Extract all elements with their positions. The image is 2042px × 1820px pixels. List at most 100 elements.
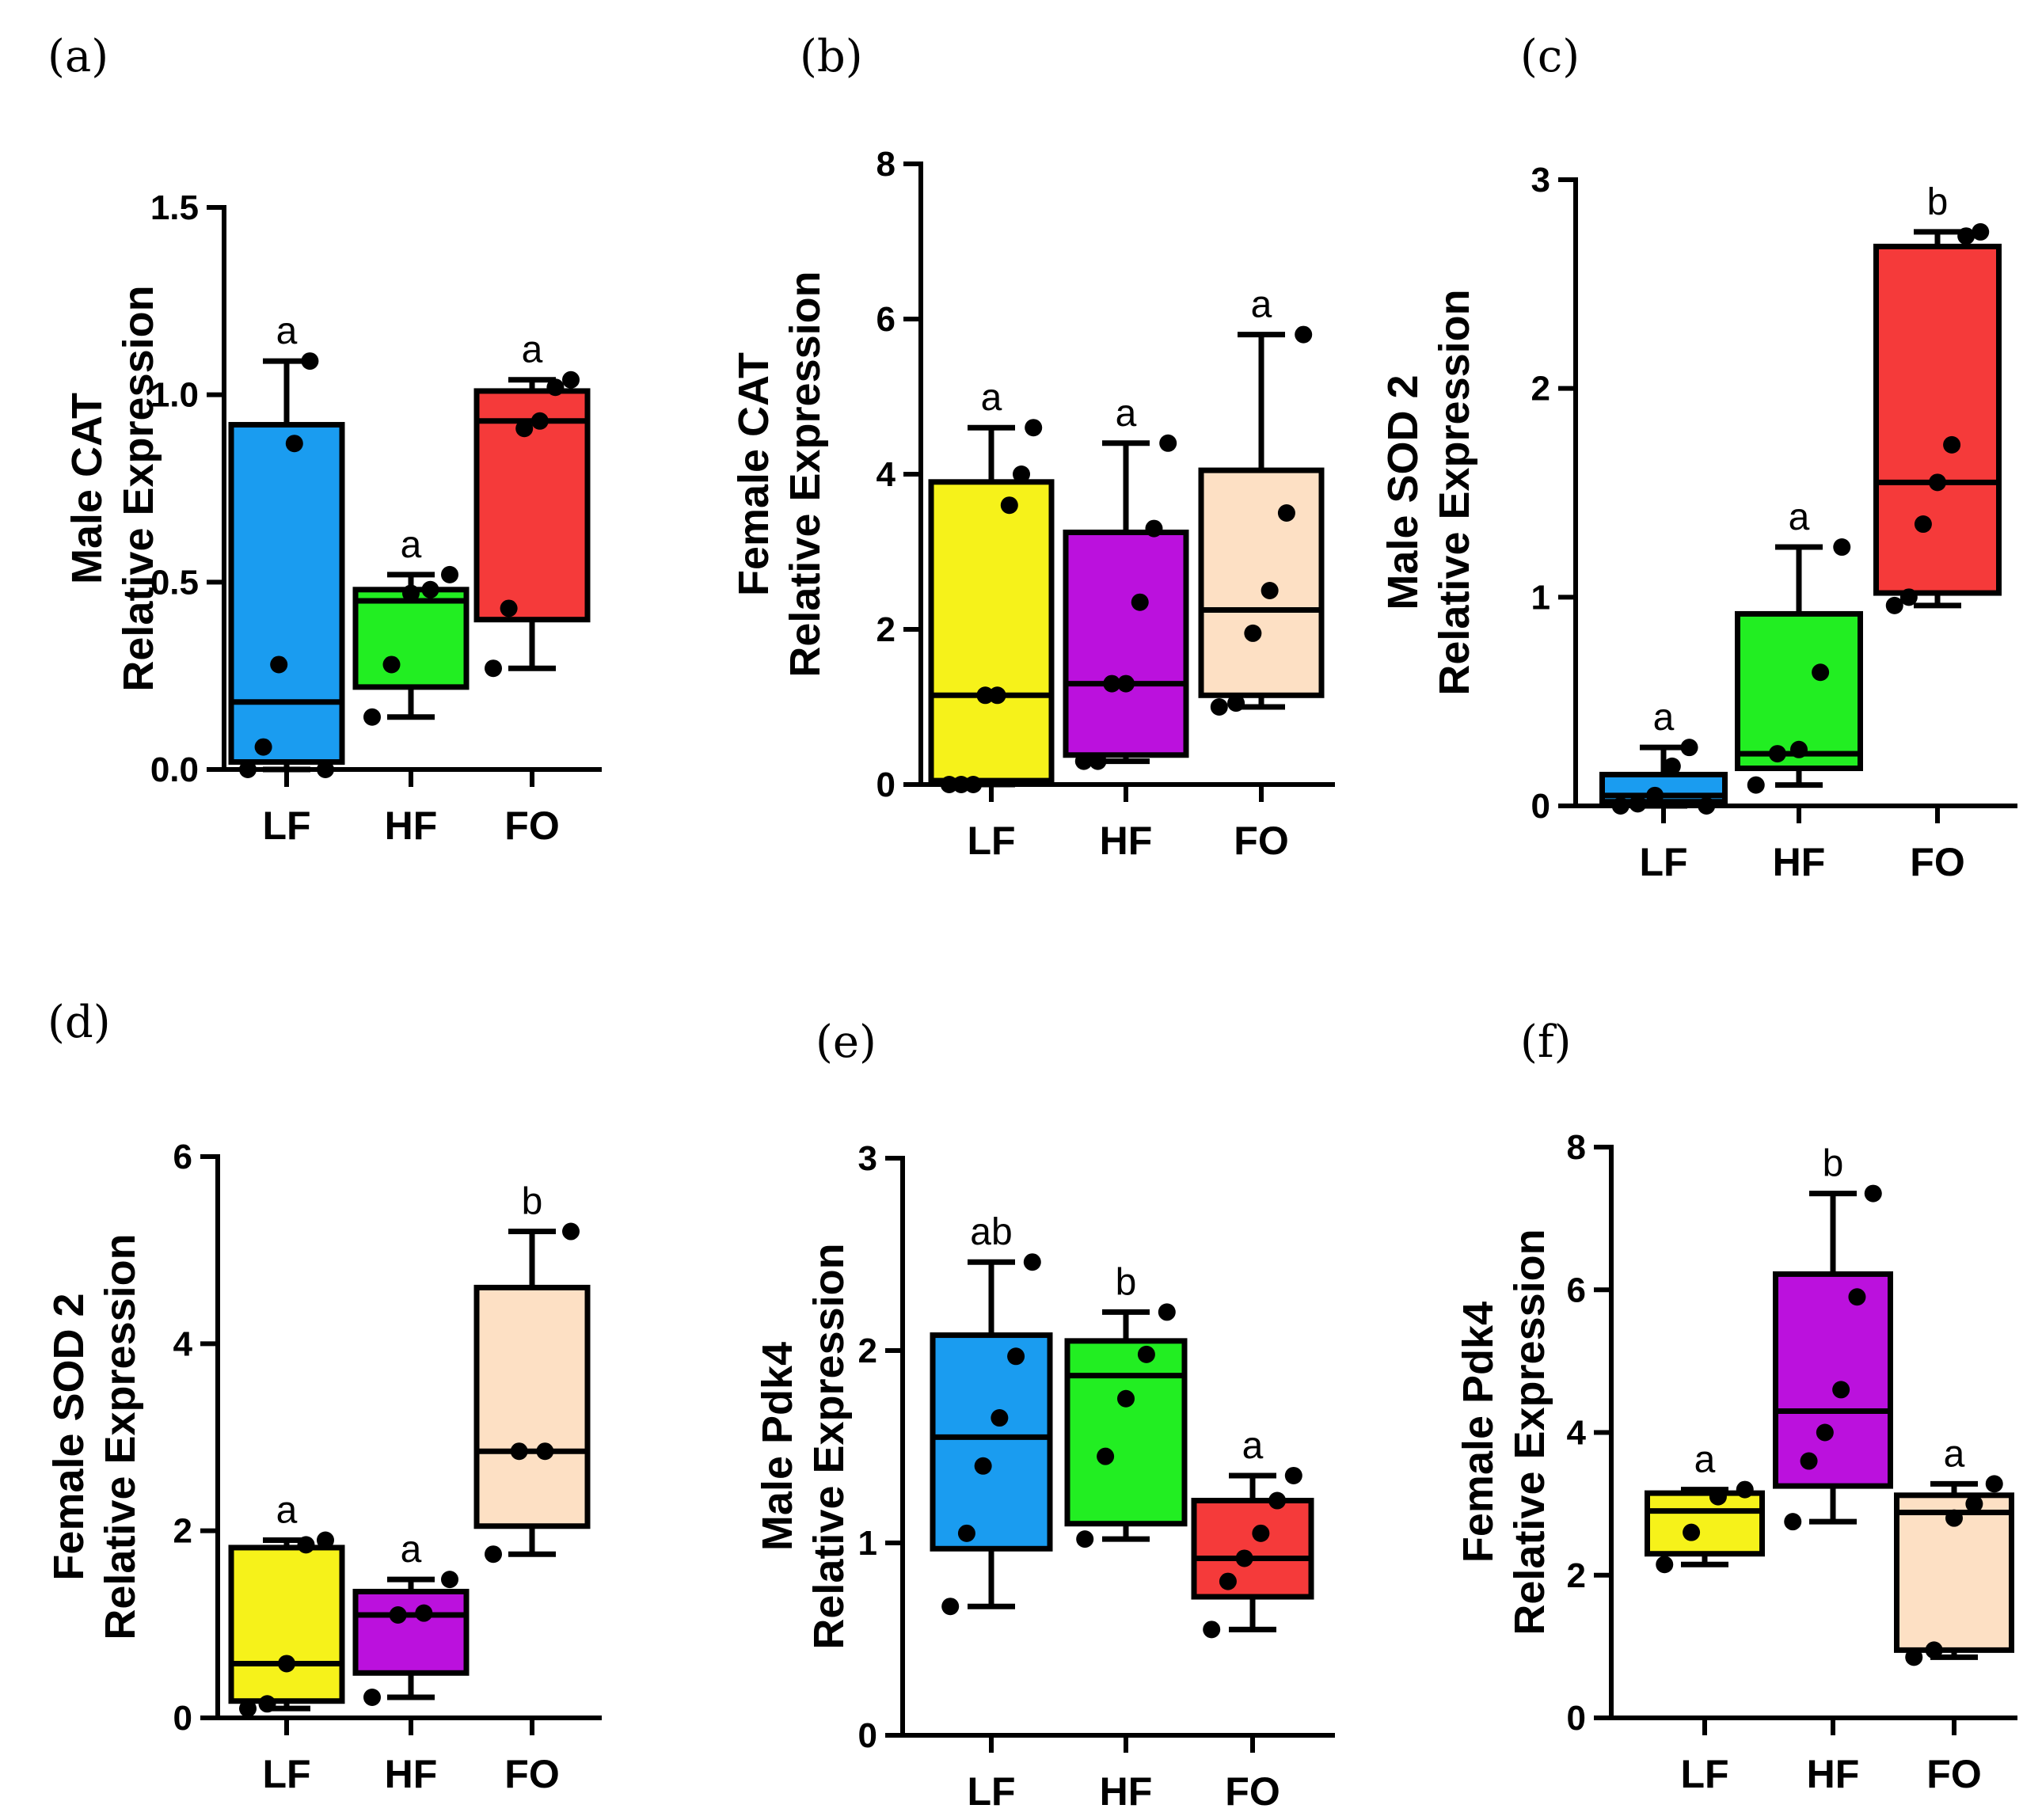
y-tick-label: 2 [1531, 370, 1550, 408]
y-tick-label: 0 [858, 1716, 877, 1755]
y-tick-label: 2 [858, 1332, 877, 1370]
y-tick-label: 1.0 [150, 376, 199, 415]
box-lf: LF a [228, 310, 345, 848]
data-point [1965, 1495, 1983, 1513]
box-body [1645, 1490, 1765, 1557]
data-point [1268, 1491, 1287, 1510]
x-tick-label: LF [967, 819, 1015, 863]
y-tick-label: 2 [1567, 1556, 1586, 1595]
panel-e: (e)Male Pdk4 Relative Expression0123LFabH… [754, 1016, 1335, 1814]
box-hf: HF a [352, 524, 470, 848]
significance-letter: a [1653, 697, 1675, 739]
data-point [1007, 1347, 1025, 1366]
data-point [515, 420, 534, 438]
y-tick-label: 0 [1531, 787, 1550, 826]
y-axis-title: Female SOD 2 [45, 1293, 93, 1580]
significance-letter: a [276, 1489, 298, 1531]
data-point [1832, 1381, 1850, 1399]
panel-letter: (e) [816, 1016, 877, 1068]
data-point [1295, 325, 1313, 344]
data-point [1227, 694, 1245, 712]
y-axis-title: Male Pdk4 [754, 1342, 801, 1551]
data-point [239, 761, 257, 778]
data-point [1013, 465, 1030, 483]
data-point [1159, 434, 1177, 452]
data-point [546, 378, 565, 397]
significance-letter: a [401, 1529, 422, 1571]
data-point [441, 1571, 458, 1589]
significance-letter: ab [970, 1211, 1012, 1253]
y-tick-label: 4 [877, 455, 896, 494]
box-body [1191, 1498, 1314, 1600]
data-point [1023, 1253, 1041, 1271]
x-tick-label: HF [385, 804, 438, 848]
data-point [1137, 1345, 1155, 1363]
data-point [1203, 1621, 1221, 1639]
box-body [352, 587, 470, 690]
significance-letter: a [522, 329, 543, 371]
x-tick-label: FO [1225, 1769, 1280, 1814]
y-tick-label: 0.5 [150, 563, 199, 602]
box-body [1873, 243, 2002, 596]
x-tick-label: FO [504, 804, 559, 848]
data-point [441, 565, 458, 583]
y-tick-label: 6 [173, 1138, 192, 1176]
panel-letter: (b) [800, 31, 863, 82]
data-point [988, 686, 1006, 705]
y-tick-label: 4 [1567, 1414, 1587, 1453]
data-point [500, 599, 518, 617]
x-tick-label: LF [262, 1752, 310, 1796]
data-point [254, 738, 272, 756]
box-body [1064, 1338, 1188, 1527]
panel-letter: (c) [1520, 31, 1580, 82]
significance-letter: a [1694, 1439, 1716, 1481]
data-point [270, 655, 288, 674]
data-point [530, 412, 549, 430]
box-lf: LF a [1599, 697, 1728, 884]
significance-letter: a [1251, 284, 1272, 326]
y-axis-title: Female Pdk4 [1454, 1301, 1502, 1563]
panel-c: (c)Male SOD 2 Relative Expression0123LFaH… [1379, 31, 2017, 884]
significance-letter: b [1927, 181, 1949, 223]
data-point [1790, 740, 1808, 758]
data-point [1025, 419, 1043, 437]
data-point [510, 1442, 528, 1461]
y-axis-title: Male CAT [63, 393, 111, 584]
y-tick-label: 4 [173, 1324, 193, 1363]
data-point [974, 1457, 992, 1475]
data-point [1656, 1556, 1674, 1574]
data-point [1235, 1549, 1253, 1567]
y-tick-label: 1 [858, 1524, 877, 1563]
data-point [991, 1409, 1009, 1427]
x-tick-label: HF [385, 1752, 438, 1796]
data-point [1284, 1466, 1302, 1484]
data-point [317, 1531, 334, 1549]
data-point [1957, 227, 1975, 245]
box-lf: LF a [928, 377, 1055, 863]
y-axis-subtitle: Relative Expression [1506, 1229, 1553, 1635]
box-fo: FO a [1894, 1433, 2014, 1796]
x-tick-label: FO [1234, 819, 1288, 863]
significance-letter: b [1823, 1143, 1844, 1185]
data-point [1768, 745, 1786, 763]
data-point [940, 776, 958, 793]
box-fo: FO a [1198, 284, 1325, 863]
box-body [1198, 467, 1325, 698]
y-axis-subtitle: Relative Expression [1431, 289, 1478, 695]
data-point [363, 708, 381, 726]
box-hf: HF a [352, 1529, 470, 1796]
data-point [1611, 797, 1629, 815]
data-point [941, 1598, 960, 1616]
box-lf: LF a [228, 1489, 345, 1796]
data-point [1972, 222, 1990, 241]
box-lf: LF ab [930, 1211, 1053, 1814]
box-body [228, 422, 345, 766]
data-point [957, 1524, 975, 1542]
data-point [278, 1655, 295, 1673]
panel-b: (b) Female CAT Relative Expression 0 2 4 6 8 LF a… [730, 31, 1335, 863]
data-point [562, 370, 580, 389]
data-point [1158, 1303, 1176, 1321]
data-point [1736, 1480, 1754, 1499]
data-point [421, 580, 439, 598]
